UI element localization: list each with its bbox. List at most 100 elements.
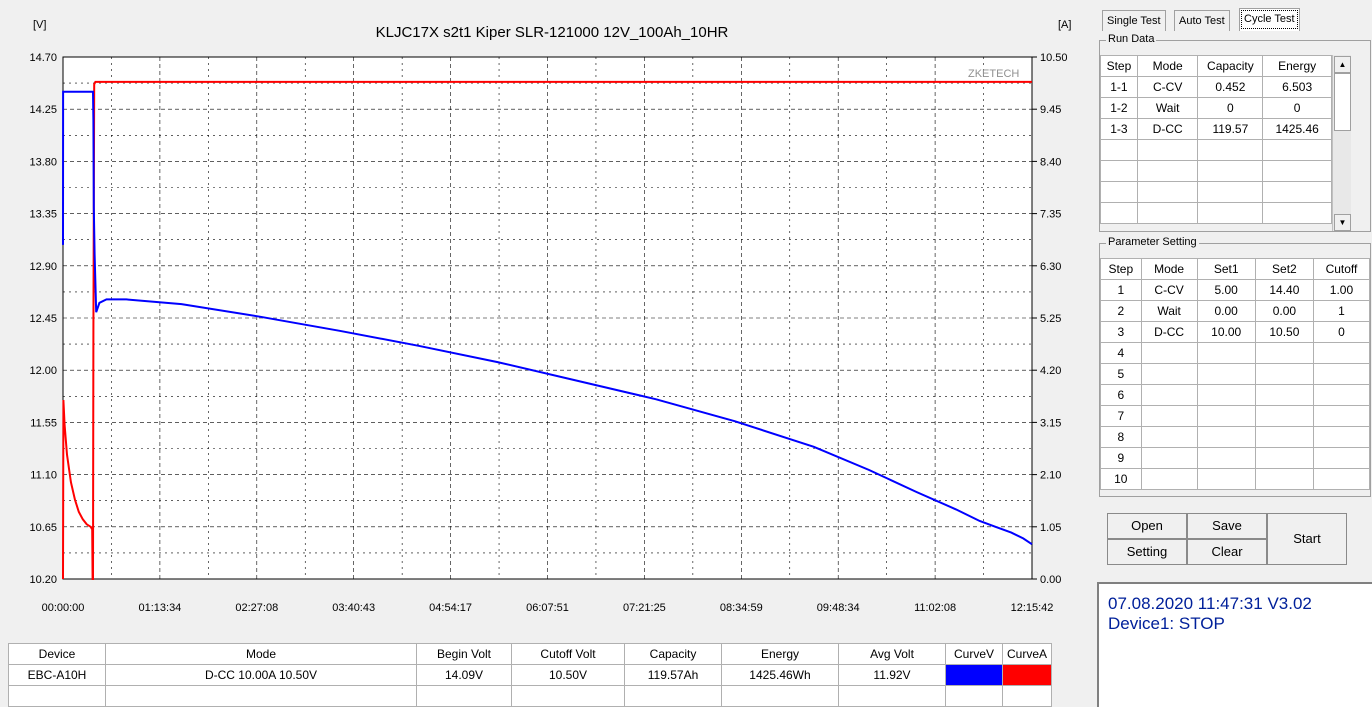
- y-left-tick-label: 12.90: [29, 261, 57, 273]
- parameter-table: Step Mode Set1 Set2 Cutoff 1 C-CV 5.00 14.4…: [1100, 258, 1371, 490]
- table-row[interactable]: 1 C-CV 5.00 14.40 1.00: [1100, 279, 1371, 301]
- header-curve-v: CurveV: [945, 643, 1003, 665]
- y-left-tick-label: 10.65: [29, 522, 57, 534]
- table-row[interactable]: 6: [1100, 384, 1371, 406]
- summary-table-container: Device Mode Begin Volt Cutoff Volt Capac…: [8, 643, 1052, 707]
- y-left-tick-label: 14.70: [29, 52, 57, 64]
- y-right-tick-label: 2.10: [1040, 470, 1061, 482]
- cell-capacity: 119.57Ah: [624, 664, 722, 686]
- x-tick-label: 04:54:17: [429, 602, 472, 614]
- parameter-setting-group: Parameter Setting Step Mode Set1 Set2 Cu…: [1099, 236, 1371, 497]
- current-curve: [62, 80, 1032, 580]
- run-header-step: Step: [1100, 55, 1138, 77]
- y-right-tick-label: 4.20: [1040, 365, 1061, 377]
- x-tick-label: 01:13:34: [138, 602, 181, 614]
- start-button[interactable]: Start: [1267, 513, 1347, 565]
- y-right-tick-label: 3.15: [1040, 417, 1061, 429]
- cell-mode: D-CC 10.00A 10.50V: [105, 664, 417, 686]
- curve-v-color-swatch[interactable]: [945, 664, 1003, 686]
- header-device: Device: [8, 643, 106, 665]
- header-mode: Mode: [105, 643, 417, 665]
- right-panel: Single Test Auto Test Cycle Test Run Dat…: [1097, 0, 1372, 707]
- run-header-capacity: Capacity: [1197, 55, 1264, 77]
- y-right-tick-label: 0.00: [1040, 574, 1061, 586]
- summary-table: Device Mode Begin Volt Cutoff Volt Capac…: [8, 643, 1052, 707]
- y-left-tick-label: 13.80: [29, 156, 57, 168]
- run-data-table: Step Mode Capacity Energy 1-1 C-CV 0.452 6.…: [1100, 55, 1332, 224]
- x-tick-label: 09:48:34: [817, 602, 860, 614]
- run-data-scrollbar[interactable]: ▲ ▼: [1332, 55, 1351, 231]
- x-tick-label: 07:21:25: [623, 602, 666, 614]
- x-tick-label: 06:07:51: [526, 602, 569, 614]
- x-tick-label: 11:02:08: [914, 602, 956, 614]
- y-left-tick-label: 13.35: [29, 209, 57, 221]
- left-axis-unit: [V]: [33, 19, 46, 31]
- y-right-tick-label: 9.45: [1040, 104, 1061, 116]
- table-row[interactable]: 7: [1100, 405, 1371, 427]
- x-tick-label: 02:27:08: [235, 602, 278, 614]
- run-data-group: Run Data Step Mode Capacity Energy 1-1 C-…: [1099, 33, 1371, 232]
- y-left-tick-label: 12.45: [29, 313, 57, 325]
- cell-cutoff-volt: 10.50V: [511, 664, 625, 686]
- scroll-up-icon[interactable]: ▲: [1334, 56, 1351, 73]
- y-left-tick-label: 12.00: [29, 365, 57, 377]
- summary-header-row: Device Mode Begin Volt Cutoff Volt Capac…: [8, 643, 1052, 665]
- table-row[interactable]: 3 D-CC 10.00 10.50 0: [1100, 321, 1371, 343]
- table-row[interactable]: 9: [1100, 447, 1371, 469]
- x-tick-label: 08:34:59: [720, 602, 763, 614]
- tab-auto-test[interactable]: Auto Test: [1174, 10, 1230, 31]
- parameter-setting-title: Parameter Setting: [1106, 236, 1199, 248]
- y-right-tick-label: 6.30: [1040, 261, 1061, 273]
- table-row[interactable]: 8: [1100, 426, 1371, 448]
- scroll-thumb[interactable]: [1334, 73, 1351, 131]
- status-panel: 07.08.2020 11:47:31 V3.02 Device1: STOP: [1097, 582, 1372, 707]
- chart-title: KLJC17X s2t1 Kiper SLR-121000 12V_100Ah_…: [376, 24, 729, 41]
- header-cutoff-volt: Cutoff Volt: [511, 643, 625, 665]
- y-left-tick-label: 14.25: [29, 104, 57, 116]
- table-row[interactable]: 2 Wait 0.00 0.00 1: [1100, 300, 1371, 322]
- status-datetime-version: 07.08.2020 11:47:31 V3.02: [1108, 594, 1312, 613]
- curve-a-color-swatch[interactable]: [1002, 664, 1052, 686]
- run-data-header-row: Step Mode Capacity Energy: [1100, 55, 1332, 77]
- y-left-tick-label: 11.55: [30, 417, 57, 429]
- tab-cycle-test[interactable]: Cycle Test: [1239, 8, 1300, 31]
- status-device: Device1: STOP: [1108, 614, 1225, 633]
- y-right-tick-label: 5.25: [1040, 313, 1061, 325]
- table-row[interactable]: 1-3 D-CC 119.57 1425.46: [1100, 118, 1332, 140]
- header-energy: Energy: [721, 643, 839, 665]
- x-tick-label: 03:40:43: [332, 602, 375, 614]
- header-capacity: Capacity: [624, 643, 722, 665]
- cell-avg-volt: 11.92V: [838, 664, 946, 686]
- open-button[interactable]: Open: [1107, 513, 1187, 539]
- tab-single-test[interactable]: Single Test: [1102, 10, 1166, 31]
- table-row[interactable]: 10: [1100, 468, 1371, 490]
- table-row[interactable]: 1-1 C-CV 0.452 6.503: [1100, 76, 1332, 98]
- y-right-tick-label: 1.05: [1040, 522, 1061, 534]
- header-begin-volt: Begin Volt: [416, 643, 512, 665]
- cell-energy: 1425.46Wh: [721, 664, 839, 686]
- voltage-current-chart: 14.70 14.25 13.80 13.35 12.90 12.45 12.00 11.55…: [29, 19, 1071, 614]
- right-axis-unit: [A]: [1058, 19, 1071, 31]
- run-header-mode: Mode: [1136, 55, 1199, 77]
- y-right-tick-label: 10.50: [1040, 52, 1068, 64]
- header-curve-a: CurveA: [1002, 643, 1052, 665]
- param-header-row: Step Mode Set1 Set2 Cutoff: [1100, 258, 1371, 280]
- table-row[interactable]: 1-2 Wait 0 0: [1100, 97, 1332, 119]
- table-row[interactable]: 4: [1100, 342, 1371, 364]
- save-button[interactable]: Save: [1187, 513, 1267, 539]
- header-avg-volt: Avg Volt: [838, 643, 946, 665]
- cell-begin-volt: 14.09V: [416, 664, 512, 686]
- clear-button[interactable]: Clear: [1187, 539, 1267, 565]
- chart-area: 14.70 14.25 13.80 13.35 12.90 12.45 12.00 11.55…: [29, 19, 1072, 614]
- run-data-title: Run Data: [1106, 33, 1157, 45]
- setting-button[interactable]: Setting: [1107, 539, 1187, 565]
- scroll-down-icon[interactable]: ▼: [1334, 214, 1351, 231]
- x-tick-label: 00:00:00: [42, 602, 85, 614]
- voltage-curve: [62, 90, 1033, 546]
- table-row[interactable]: 5: [1100, 363, 1371, 385]
- y-right-tick-label: 8.40: [1040, 156, 1061, 168]
- cell-device: EBC-A10H: [8, 664, 106, 686]
- y-left-tick-label: 10.20: [29, 574, 57, 586]
- summary-empty-row: [8, 685, 1052, 707]
- y-right-tick-label: 7.35: [1040, 209, 1061, 221]
